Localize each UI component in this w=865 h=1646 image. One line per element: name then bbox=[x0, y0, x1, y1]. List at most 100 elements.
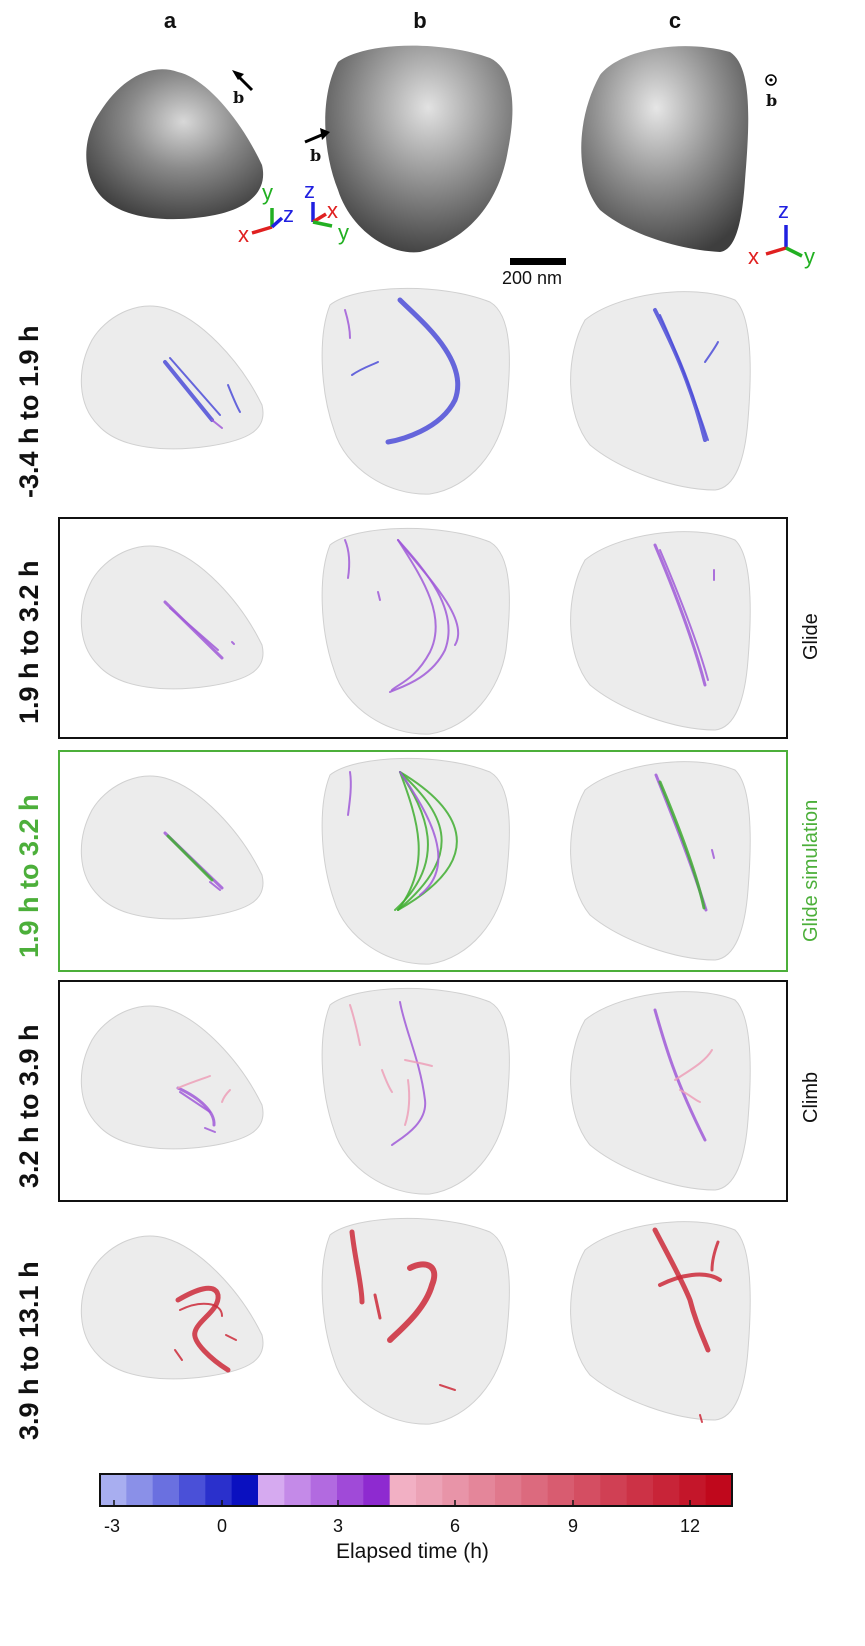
dislocation-line bbox=[204, 1127, 216, 1133]
colorbar-border bbox=[99, 1473, 733, 1507]
column-label-c: c bbox=[668, 8, 682, 33]
dislocation-line bbox=[397, 771, 420, 911]
dislocation-line bbox=[404, 1059, 433, 1067]
axis-label-y-b: y bbox=[338, 220, 349, 245]
dislocation-line bbox=[381, 1069, 393, 1093]
dislocation-line bbox=[711, 849, 715, 859]
axis-label-z-a: z bbox=[283, 202, 294, 227]
particle-b-solid bbox=[325, 45, 513, 253]
column-label-a: a bbox=[163, 8, 177, 33]
dislocation-line bbox=[169, 357, 221, 416]
dislocation-line bbox=[221, 1089, 231, 1103]
axis-label-x-b: x bbox=[327, 198, 338, 223]
axis-triad-a bbox=[251, 208, 284, 235]
particle-outline-a bbox=[80, 1235, 264, 1380]
dislocation-line bbox=[404, 1079, 411, 1126]
scale-bar bbox=[510, 258, 566, 265]
colorbar-tick-label: 0 bbox=[217, 1516, 228, 1536]
dislocation-line bbox=[391, 1001, 427, 1146]
scale-bar-label: 200 nm bbox=[502, 268, 563, 288]
particle-a-solid bbox=[86, 69, 264, 220]
colorbar-segment bbox=[389, 1474, 417, 1506]
dislocation-line bbox=[351, 361, 379, 376]
particle-outline-c bbox=[570, 1221, 751, 1421]
dislocation-line bbox=[391, 539, 437, 691]
dislocation-line bbox=[176, 1086, 216, 1127]
particle-outline-c bbox=[570, 761, 751, 961]
panel-row-1 bbox=[80, 287, 751, 495]
dislocation-line bbox=[653, 543, 707, 687]
dislocation-line bbox=[679, 1089, 701, 1103]
particle-outline-b bbox=[321, 1217, 510, 1425]
particle-outline-a bbox=[80, 305, 264, 450]
axis-label-x-a: x bbox=[238, 222, 249, 247]
panel-row-5 bbox=[80, 1217, 751, 1425]
colorbar-tick-label: 6 bbox=[450, 1516, 461, 1536]
panel-row-2 bbox=[80, 527, 751, 735]
colorbar bbox=[99, 1473, 733, 1507]
colorbar-segment bbox=[468, 1474, 496, 1506]
dislocation-line bbox=[166, 834, 214, 882]
view-arrow-a bbox=[232, 70, 254, 92]
dislocation-line bbox=[710, 1240, 720, 1272]
colorbar-tick-label: 3 bbox=[333, 1516, 344, 1536]
dislocation-line bbox=[659, 549, 709, 681]
particle-outline-b bbox=[321, 287, 510, 495]
dislocation-line bbox=[347, 771, 352, 816]
colorbar-tick-label: 9 bbox=[568, 1516, 579, 1536]
dislocation-line bbox=[377, 591, 381, 601]
colorbar-segment bbox=[495, 1474, 522, 1506]
view-marker-label-c: b bbox=[766, 91, 778, 110]
particle-outline-c bbox=[570, 991, 751, 1191]
colorbar-segment bbox=[310, 1474, 338, 1506]
colorbar-segment bbox=[653, 1474, 680, 1506]
dislocation-line bbox=[397, 771, 443, 911]
axis-triad-c bbox=[765, 225, 803, 258]
colorbar-segment bbox=[363, 1474, 391, 1506]
column-label-b: b bbox=[413, 8, 427, 33]
dislocation-line bbox=[652, 1227, 711, 1353]
colorbar-segment bbox=[521, 1474, 549, 1506]
particle-outline-a bbox=[80, 545, 264, 690]
dislocation-line bbox=[225, 1334, 237, 1341]
dislocation-line bbox=[163, 360, 214, 422]
view-arrow-b bbox=[304, 128, 330, 144]
colorbar-segment bbox=[231, 1474, 259, 1506]
colorbar-segment bbox=[152, 1474, 180, 1506]
particle-outline-a bbox=[80, 775, 264, 920]
dislocation-line bbox=[373, 1293, 382, 1320]
axis-label-z-c: z bbox=[778, 198, 789, 223]
dislocation-line bbox=[175, 1285, 231, 1373]
dislocation-line bbox=[349, 1229, 365, 1305]
dislocation-line bbox=[385, 297, 461, 445]
dislocation-line bbox=[349, 1004, 361, 1046]
colorbar-segment bbox=[179, 1474, 206, 1506]
dislocation-line bbox=[658, 1272, 722, 1287]
dislocation-line bbox=[177, 1075, 211, 1089]
dislocation-line bbox=[209, 881, 221, 891]
colorbar-segment bbox=[416, 1474, 443, 1506]
dislocation-line bbox=[658, 780, 706, 910]
view-marker-c bbox=[765, 74, 777, 86]
colorbar-segment bbox=[626, 1474, 654, 1506]
dislocation-line bbox=[387, 1261, 438, 1343]
axis-label-y-a: y bbox=[262, 180, 273, 205]
dislocation-line bbox=[169, 607, 219, 651]
dislocation-line bbox=[344, 539, 351, 579]
dislocation-panels bbox=[80, 287, 751, 1425]
particle-renders bbox=[86, 45, 803, 265]
colorbar-segment bbox=[547, 1474, 575, 1506]
view-marker-label-a: b bbox=[233, 88, 245, 107]
dislocation-line bbox=[179, 1302, 223, 1317]
particle-outline-b bbox=[321, 527, 510, 735]
dislocation-line bbox=[674, 1049, 713, 1081]
colorbar-segment bbox=[679, 1474, 707, 1506]
dislocation-line bbox=[399, 771, 440, 896]
axis-label-x-c: x bbox=[748, 244, 759, 269]
colorbar-label: Elapsed time (h) bbox=[336, 1540, 489, 1563]
view-marker-label-b: b bbox=[310, 146, 322, 165]
axis-label-z-b: z bbox=[304, 178, 315, 203]
dislocation-line bbox=[439, 1384, 456, 1391]
dislocation-line bbox=[659, 314, 709, 441]
axis-label-y-c: y bbox=[804, 244, 815, 269]
